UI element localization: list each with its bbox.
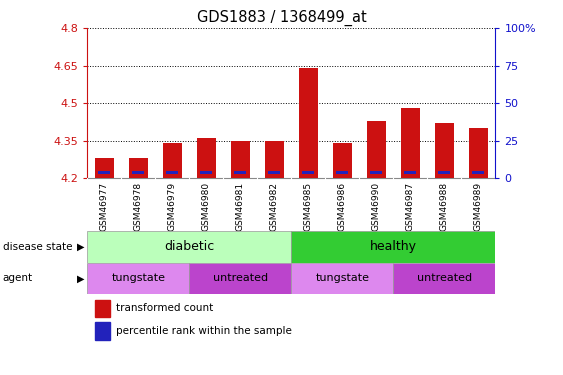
Bar	[469, 128, 488, 178]
Bar	[302, 171, 314, 174]
Text: transformed count: transformed count	[116, 303, 213, 313]
Bar	[435, 123, 454, 178]
Text: GSM46981: GSM46981	[236, 182, 245, 231]
Bar	[404, 171, 417, 174]
Text: healthy: healthy	[370, 240, 417, 253]
Text: tungstate: tungstate	[315, 273, 369, 284]
Text: GSM46985: GSM46985	[304, 182, 313, 231]
Text: untreated: untreated	[417, 273, 472, 284]
Text: disease state: disease state	[3, 242, 72, 252]
Text: ▶: ▶	[77, 242, 84, 252]
Text: tungstate: tungstate	[111, 273, 166, 284]
Bar	[96, 300, 110, 317]
Bar	[96, 322, 110, 339]
Bar	[292, 262, 394, 294]
Bar	[333, 143, 352, 178]
Bar	[200, 171, 212, 174]
Bar	[87, 262, 189, 294]
Bar	[87, 231, 292, 262]
Text: untreated: untreated	[213, 273, 268, 284]
Text: agent: agent	[3, 273, 33, 284]
Bar	[439, 171, 450, 174]
Text: GDS1883 / 1368499_at: GDS1883 / 1368499_at	[196, 9, 367, 26]
Bar	[370, 171, 382, 174]
Text: percentile rank within the sample: percentile rank within the sample	[116, 326, 292, 336]
Bar	[292, 231, 495, 262]
Bar	[269, 171, 280, 174]
Bar	[234, 171, 246, 174]
Text: GSM46989: GSM46989	[474, 182, 483, 231]
Bar	[95, 158, 114, 178]
Text: GSM46988: GSM46988	[440, 182, 449, 231]
Bar	[129, 158, 148, 178]
Bar	[163, 143, 182, 178]
Bar	[231, 141, 249, 178]
Bar	[132, 171, 144, 174]
Bar	[197, 138, 216, 178]
Text: GSM46980: GSM46980	[202, 182, 211, 231]
Bar	[401, 108, 420, 178]
Text: GSM46978: GSM46978	[134, 182, 143, 231]
Text: GSM46987: GSM46987	[406, 182, 415, 231]
Text: GSM46990: GSM46990	[372, 182, 381, 231]
Text: ▶: ▶	[77, 273, 84, 284]
Bar	[394, 262, 495, 294]
Bar	[367, 121, 386, 178]
Bar	[99, 171, 110, 174]
Text: GSM46982: GSM46982	[270, 182, 279, 231]
Bar	[189, 262, 292, 294]
Bar	[265, 141, 284, 178]
Bar	[299, 68, 318, 178]
Text: GSM46977: GSM46977	[100, 182, 109, 231]
Text: GSM46979: GSM46979	[168, 182, 177, 231]
Bar	[472, 171, 484, 174]
Text: diabetic: diabetic	[164, 240, 215, 253]
Text: GSM46986: GSM46986	[338, 182, 347, 231]
Bar	[337, 171, 348, 174]
Bar	[166, 171, 178, 174]
